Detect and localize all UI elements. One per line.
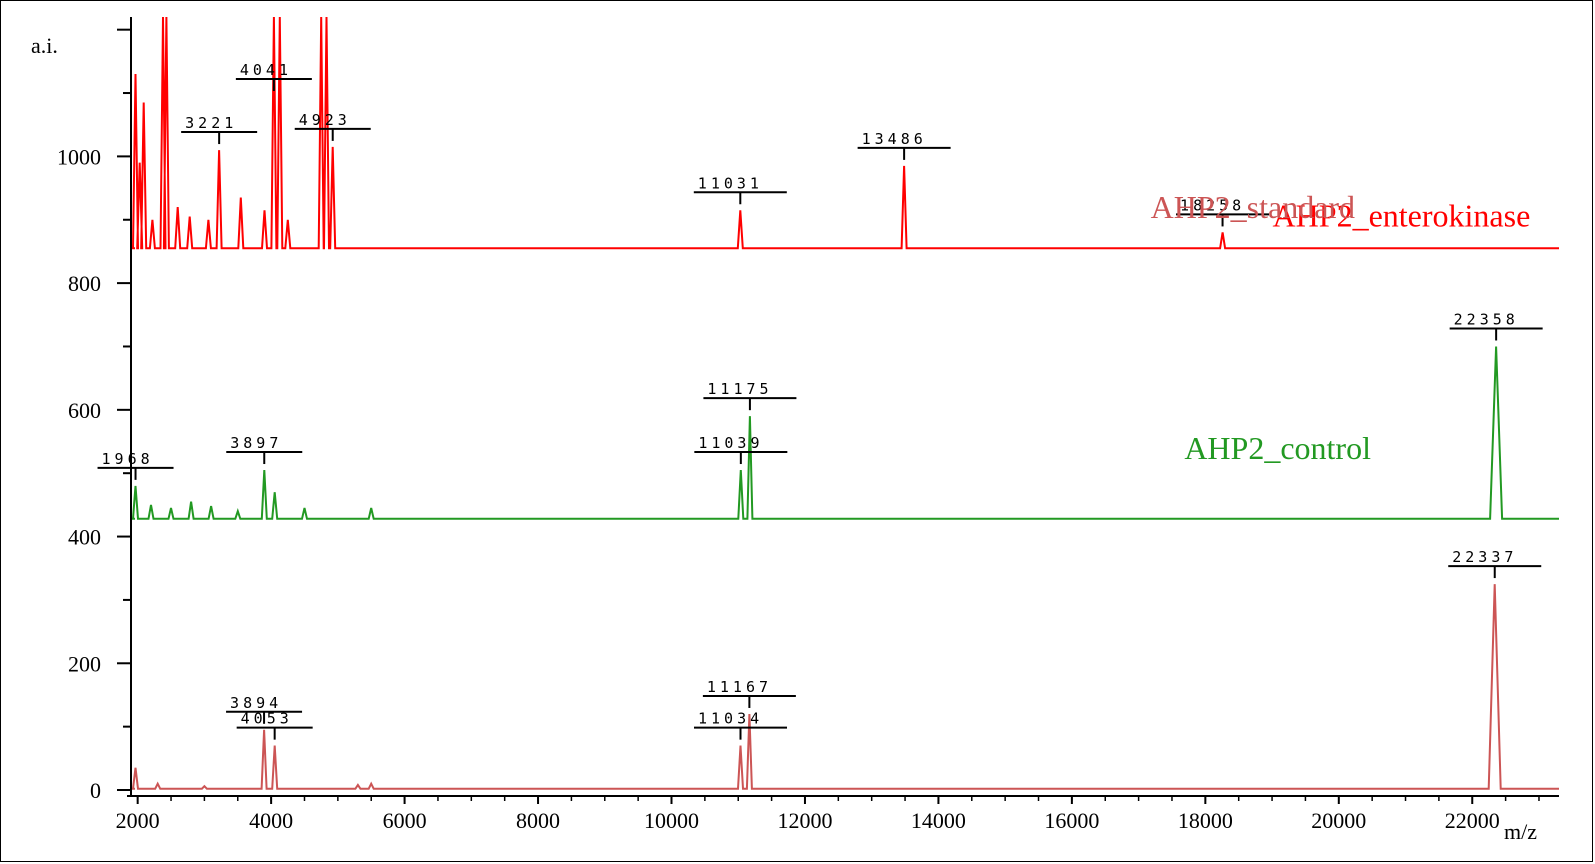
traces [131,16,1559,790]
peak-label-11167: 11167 [707,678,772,696]
trace-name-1: AHP2_control [1184,430,1371,466]
x-tick-label-14000: 14000 [911,808,966,833]
peak-label-group: 18258 [1176,196,1270,227]
peak-label-group: 3221 [181,114,258,145]
peak-label-3897: 3897 [230,434,282,452]
peak-label-group: 11039 [694,434,788,465]
peak-label-group: 22358 [1449,310,1543,341]
y-axis-unit-label: a.i. [31,33,58,58]
trace-0 [131,16,1559,250]
trace-2 [131,584,1559,790]
peak-label-11039: 11039 [698,434,763,452]
x-tick-label-12000: 12000 [777,808,832,833]
trace-1 [131,346,1559,520]
peak-label-22358: 22358 [1454,310,1519,328]
peak-label-3894: 3894 [230,694,282,712]
peak-label-group: 11167 [702,678,796,708]
x-tick-label-18000: 18000 [1178,808,1233,833]
peak-label-13486: 13486 [862,130,927,148]
peak-label-18258: 18258 [1180,196,1245,214]
x-tick-label-20000: 20000 [1311,808,1366,833]
peak-label-4041: 4041 [240,61,292,79]
peak-label-group: 4923 [294,111,371,141]
x-tick-label-2000: 2000 [116,808,160,833]
peak-label-11031: 11031 [698,174,763,192]
peak-label-group: 1968 [97,450,174,480]
peak-label-group: 4041 [235,61,312,91]
trace-name-2: AHP2_standard [1151,189,1355,225]
peak-label-4923: 4923 [299,111,351,129]
x-tick-label-10000: 10000 [644,808,699,833]
x-axis-unit-label: m/z [1504,819,1537,844]
x-tick-label-8000: 8000 [516,808,560,833]
peak-label-group: 11175 [703,380,797,411]
peak-label-4053: 4053 [241,710,293,728]
peak-label-group: 11034 [694,710,788,740]
axes: 0 200 400 600 800 1000 2000 4000 6000 8000 10000 12… [57,17,1559,833]
trace-name-0: AHP2_enterokinase [1273,198,1531,234]
peak-label-11175: 11175 [707,380,772,398]
peak-label-11034: 11034 [698,710,763,728]
peak-label-3221: 3221 [185,114,237,132]
y-tick-label-600: 600 [68,398,101,423]
peak-label-group: 3894 [226,694,303,724]
y-tick-label-1000: 1000 [57,144,101,169]
peak-label-22337: 22337 [1452,548,1517,566]
peak-label-group: 22337 [1448,548,1542,579]
peak-label-group: 11031 [693,174,787,205]
axis-texts: a.i. m/z AHP2_enterokinase AHP2_control AH… [31,33,1537,844]
peak-label-1968: 1968 [102,450,154,468]
x-tick-label-16000: 16000 [1044,808,1099,833]
y-tick-label-400: 400 [68,525,101,550]
y-tick-label-200: 200 [68,651,101,676]
peak-labels: 3221 4041 4923 11031 13486 18258 1968 3897 11039… [97,61,1543,740]
peak-label-group: 3897 [226,434,303,465]
x-tick-label-6000: 6000 [383,808,427,833]
peak-label-group: 4053 [236,710,313,740]
peak-label-group: 13486 [857,130,951,160]
y-tick-label-0: 0 [90,778,101,803]
x-tick-label-4000: 4000 [249,808,293,833]
y-tick-label-800: 800 [68,271,101,296]
x-tick-label-22000: 22000 [1445,808,1500,833]
